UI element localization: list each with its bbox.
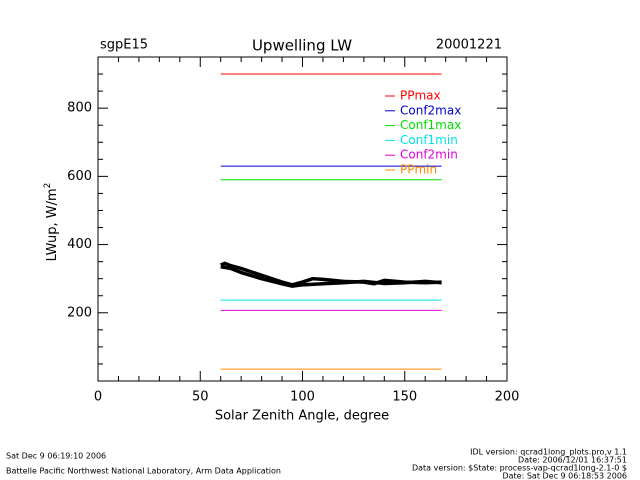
legend-label: PPmax (400, 89, 441, 103)
legend-label: Conf1max (400, 118, 461, 132)
footer-left: Sat Dec 9 06:19:10 2006 (6, 452, 106, 461)
x-tick-label: 150 (392, 390, 417, 405)
x-tick-label: 200 (495, 390, 520, 405)
y-tick-label: 600 (67, 169, 92, 184)
x-tick-label: 0 (94, 390, 102, 405)
left-title: sgpE15 (100, 38, 148, 53)
y-label-text: LWup, W/m (45, 188, 60, 261)
footer-right: Date: 2006/12/01 16:37:51 (518, 456, 627, 465)
x-tick-label: 50 (192, 390, 209, 405)
data-line (220, 265, 442, 288)
y-tick-label: 200 (67, 305, 92, 320)
footer-left: Battelle Pacific Northwest National Labo… (6, 467, 281, 476)
footer-right: IDL version: qcrad1long_plots.pro,v 1.1 (470, 448, 627, 457)
x-axis-label: Solar Zenith Angle, degree (215, 409, 389, 424)
footer-right: Data version: $State: process-vap-qcrad1… (412, 464, 627, 473)
legend-label: Conf2min (400, 148, 458, 162)
y-axis-label: LWup, W/m2 (43, 183, 60, 262)
right-title: 20001221 (436, 38, 502, 53)
legend-label: Conf1min (400, 133, 458, 147)
footer-right: Date: Sat Dec 9 06:18:53 2006 (502, 472, 627, 480)
x-tick-label: 100 (290, 390, 315, 405)
chart-title: Upwelling LW (252, 37, 352, 55)
legend-label: PPmin (400, 163, 437, 177)
legend-label: Conf2max (400, 103, 461, 117)
data-line (220, 261, 442, 287)
y-tick-label: 400 (67, 237, 92, 252)
y-label-sup: 2 (43, 183, 53, 189)
y-tick-label: 800 (67, 101, 92, 116)
